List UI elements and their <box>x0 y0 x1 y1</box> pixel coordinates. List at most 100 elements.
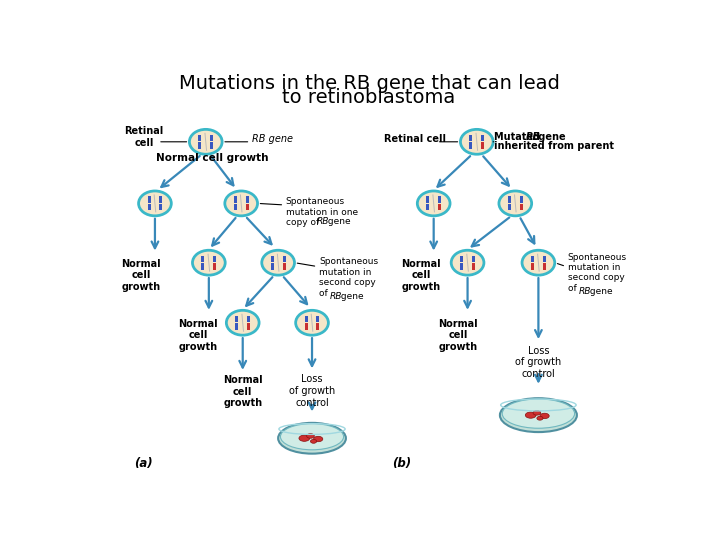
Text: inherited from parent: inherited from parent <box>494 141 614 151</box>
Ellipse shape <box>138 191 171 216</box>
Bar <box>148 197 150 202</box>
Text: Normal
cell
growth: Normal cell growth <box>223 375 263 408</box>
Bar <box>210 143 213 148</box>
Ellipse shape <box>225 191 258 216</box>
Ellipse shape <box>281 423 343 450</box>
Text: (b): (b) <box>392 457 411 470</box>
Ellipse shape <box>503 399 575 428</box>
Bar <box>438 204 441 211</box>
Ellipse shape <box>533 410 541 415</box>
Bar <box>543 264 546 269</box>
Ellipse shape <box>418 191 450 216</box>
Bar <box>234 204 237 211</box>
Bar <box>271 256 274 262</box>
Bar <box>202 256 204 262</box>
Bar <box>472 264 475 269</box>
Ellipse shape <box>522 250 555 275</box>
Bar <box>305 316 307 322</box>
Text: (a): (a) <box>134 457 153 470</box>
Bar <box>282 264 286 269</box>
Bar <box>481 143 484 148</box>
Ellipse shape <box>296 310 328 335</box>
Text: gene: gene <box>325 217 351 226</box>
Text: Loss
of growth
control: Loss of growth control <box>289 374 335 408</box>
Text: to retinoblastoma: to retinoblastoma <box>282 88 456 107</box>
Text: Normal cell growth: Normal cell growth <box>156 153 268 163</box>
Bar <box>305 323 307 330</box>
Bar <box>520 204 523 211</box>
Bar <box>426 204 429 211</box>
Text: Loss
of growth
control: Loss of growth control <box>516 346 562 379</box>
Ellipse shape <box>278 423 346 454</box>
Text: Mutated: Mutated <box>494 132 543 142</box>
Text: Normal
cell
growth: Normal cell growth <box>179 319 218 352</box>
Bar <box>316 316 320 322</box>
Ellipse shape <box>451 250 484 275</box>
Ellipse shape <box>540 413 549 418</box>
Text: Retinal cell: Retinal cell <box>384 134 446 144</box>
Text: RB: RB <box>526 132 541 142</box>
Bar <box>159 197 162 202</box>
Text: Normal
cell
growth: Normal cell growth <box>402 259 441 292</box>
Bar <box>235 316 238 322</box>
Bar <box>531 256 534 262</box>
Bar <box>247 316 250 322</box>
Ellipse shape <box>500 398 577 432</box>
Bar <box>234 197 237 202</box>
Bar <box>159 204 162 211</box>
Bar <box>469 143 472 148</box>
Ellipse shape <box>537 416 543 420</box>
Text: RB: RB <box>317 217 329 226</box>
Bar <box>508 204 511 211</box>
Text: RB: RB <box>330 292 342 301</box>
Bar <box>469 135 472 141</box>
Ellipse shape <box>226 310 259 335</box>
Ellipse shape <box>499 191 531 216</box>
Bar <box>520 197 523 202</box>
Ellipse shape <box>189 130 222 154</box>
Bar <box>213 256 216 262</box>
Text: Retinal
cell: Retinal cell <box>125 126 163 148</box>
Bar <box>472 256 475 262</box>
Bar <box>271 264 274 269</box>
Text: gene: gene <box>587 287 613 295</box>
Text: Normal
cell
growth: Normal cell growth <box>121 259 161 292</box>
Text: gene: gene <box>536 132 566 142</box>
Text: Normal
cell
growth: Normal cell growth <box>438 319 478 352</box>
Ellipse shape <box>314 436 323 442</box>
Bar <box>508 197 511 202</box>
Bar <box>426 197 429 202</box>
Bar <box>460 264 463 269</box>
Bar <box>481 135 484 141</box>
Text: Spontaneous
mutation in one
copy of: Spontaneous mutation in one copy of <box>286 197 358 227</box>
Bar <box>282 256 286 262</box>
Bar <box>202 264 204 269</box>
Bar <box>438 197 441 202</box>
Text: RB: RB <box>578 287 591 295</box>
Ellipse shape <box>299 435 310 441</box>
Bar <box>246 204 248 211</box>
Text: Spontaneous
mutation in
second copy
of: Spontaneous mutation in second copy of <box>319 257 378 298</box>
Bar <box>247 323 250 330</box>
Ellipse shape <box>460 130 493 154</box>
Bar <box>543 256 546 262</box>
Bar <box>148 204 150 211</box>
Bar <box>199 135 202 141</box>
Bar <box>460 256 463 262</box>
Ellipse shape <box>310 440 317 443</box>
Ellipse shape <box>307 434 315 438</box>
Bar <box>531 264 534 269</box>
Ellipse shape <box>262 250 294 275</box>
Bar <box>246 197 248 202</box>
Text: Spontaneous
mutation in
second copy
of: Spontaneous mutation in second copy of <box>567 253 627 293</box>
Bar <box>199 143 202 148</box>
Text: RB gene: RB gene <box>252 134 293 144</box>
Bar <box>210 135 213 141</box>
Ellipse shape <box>192 250 225 275</box>
Text: gene: gene <box>338 292 364 301</box>
Bar <box>316 323 320 330</box>
Bar <box>235 323 238 330</box>
Bar <box>213 264 216 269</box>
Text: Mutations in the RB gene that can lead: Mutations in the RB gene that can lead <box>179 74 559 93</box>
Ellipse shape <box>526 412 536 418</box>
